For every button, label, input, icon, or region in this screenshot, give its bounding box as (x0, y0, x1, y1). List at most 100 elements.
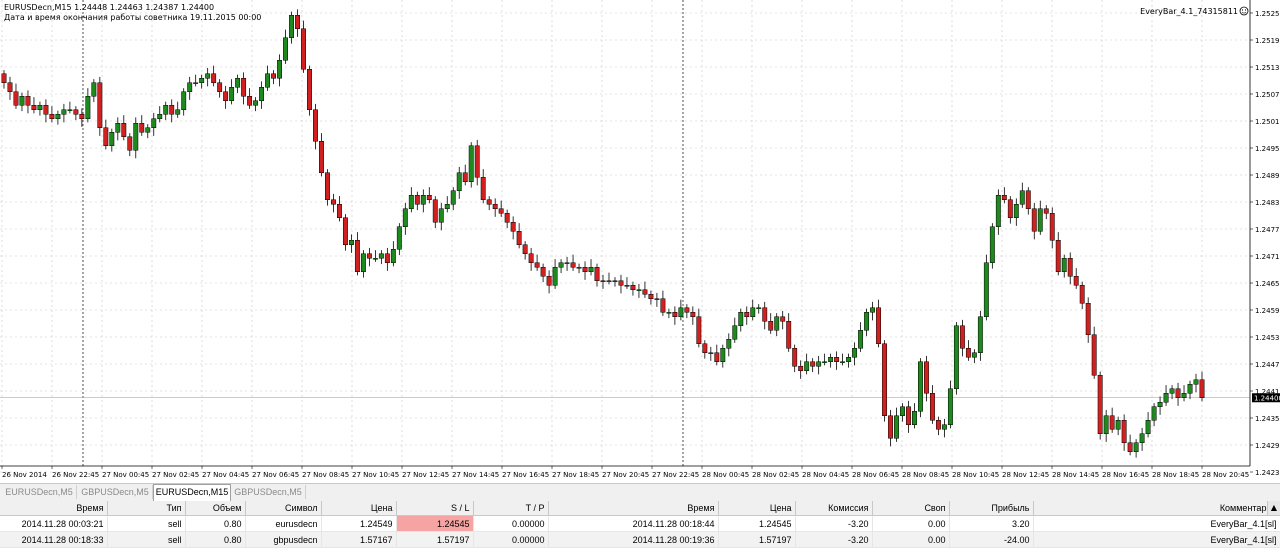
candle (390, 241, 396, 267)
col-close-price[interactable]: Цена (718, 501, 796, 516)
price-tick-label: 1.25255 (1255, 10, 1280, 18)
chart-title: EURUSDecn,M15 1.24448 1.24463 1.24387 1.… (4, 3, 214, 12)
candle (528, 247, 534, 271)
candle (774, 313, 780, 337)
cell-close-price: 1.57197 (718, 531, 796, 548)
col-symbol[interactable]: Символ (245, 501, 322, 516)
candle (588, 259, 594, 276)
tab-gbpusd-m5[interactable]: GBPUSDecn,M5 (78, 485, 153, 499)
candle (19, 92, 25, 112)
candle (912, 403, 917, 429)
cell-swap: 0.00 (872, 531, 950, 548)
candle (1133, 439, 1139, 458)
candle (492, 198, 498, 217)
candle (708, 346, 714, 361)
expert-advisor-label[interactable]: EveryBar_4.1_74315811 (1140, 7, 1238, 16)
cell-stop-loss: 1.24545 (396, 515, 474, 532)
table-row[interactable]: 2014.11.28 00:03:21 sell 0.80 eurusdecn … (0, 515, 1280, 532)
candle (504, 209, 510, 229)
cell-open-price: 1.57167 (321, 531, 397, 548)
candle (1031, 202, 1037, 240)
candle (1163, 385, 1169, 406)
scroll-up-icon[interactable]: ▲ (1267, 501, 1280, 515)
candle (1013, 198, 1019, 226)
candle (193, 74, 199, 87)
candle (259, 81, 265, 109)
candle (319, 133, 324, 177)
price-tick-label: 1.24655 (1255, 280, 1280, 288)
candle (696, 308, 702, 348)
price-tick-label: 1.25075 (1255, 91, 1280, 99)
candle (420, 189, 426, 213)
tab-eurusd-m5[interactable]: EURUSDecn,M5 (2, 485, 77, 499)
smiley-icon[interactable] (1239, 6, 1249, 16)
price-chart[interactable]: 1.25255 1.25195 1.25135 1.25075 1.25015 1.249… (0, 0, 1280, 482)
candle (756, 304, 762, 314)
candle (1103, 409, 1109, 442)
col-take-profit[interactable]: T / P (473, 501, 549, 516)
cell-profit: -24.00 (949, 531, 1034, 548)
tab-gbpusd-m5-2[interactable]: GBPUSDecn,M5 (231, 485, 306, 499)
table-row[interactable]: 2014.11.28 00:18:33 sell 0.80 gbpusdecn … (0, 531, 1280, 548)
time-tick-label: 28 Nov 08:45 (902, 471, 949, 479)
candle (241, 72, 247, 105)
candle (265, 65, 271, 91)
candle (157, 106, 163, 123)
candle (1091, 326, 1097, 379)
price-tick-label: 1.24415 (1255, 388, 1280, 396)
candle (618, 274, 624, 294)
candle (450, 187, 456, 211)
candle (1127, 434, 1133, 456)
current-price-label: 1.24400 (1254, 394, 1280, 402)
cell-close-time: 2014.11.28 00:18:44 (548, 515, 719, 532)
time-tick-label: 28 Nov 04:45 (802, 471, 849, 479)
col-swap[interactable]: Своп (872, 501, 950, 516)
cell-open-time: 2014.11.28 00:03:21 (0, 515, 108, 532)
price-tick-label: 1.25015 (1255, 118, 1280, 126)
col-volume[interactable]: Объем (185, 501, 246, 516)
cell-symbol: eurusdecn (245, 515, 322, 532)
price-tick-label: 1.24355 (1255, 415, 1280, 423)
candle (600, 274, 606, 289)
col-open-price[interactable]: Цена (321, 501, 397, 516)
candle (139, 115, 145, 136)
candle (953, 322, 959, 395)
candle (606, 272, 612, 285)
candle (229, 79, 235, 105)
col-open-time[interactable]: Время (0, 501, 108, 516)
tab-eurusd-m15[interactable]: EURUSDecn,M15 (153, 484, 231, 501)
col-stop-loss[interactable]: S / L (396, 501, 474, 516)
col-comment[interactable]: Комментарий (1033, 501, 1280, 516)
candle (307, 65, 312, 116)
candle (918, 358, 923, 418)
candle (325, 169, 330, 206)
time-tick-label: 28 Nov 20:45 (1202, 471, 1249, 479)
col-commission[interactable]: Комиссия (795, 501, 873, 516)
col-profit[interactable]: Прибыль (949, 501, 1034, 516)
candle (7, 76, 13, 100)
cell-swap: 0.00 (872, 515, 950, 532)
candle (558, 259, 564, 274)
price-tick-label: 1.24295 (1255, 442, 1280, 450)
price-tick-label: 1.24835 (1255, 199, 1280, 207)
col-close-time[interactable]: Время (548, 501, 719, 516)
cell-commission: -3.20 (795, 531, 873, 548)
candle (109, 128, 115, 152)
candle (163, 101, 169, 121)
candle (1193, 373, 1199, 393)
candle (211, 65, 217, 87)
candle (175, 101, 181, 118)
col-type[interactable]: Тип (107, 501, 186, 516)
candle (810, 358, 816, 373)
candle (924, 355, 929, 402)
candle (438, 202, 444, 231)
candle (462, 164, 468, 186)
candle (1097, 371, 1103, 440)
candle (983, 254, 989, 321)
price-tick-label: 1.24895 (1255, 172, 1280, 180)
price-tick-label: 1.24595 (1255, 307, 1280, 315)
cell-open-price: 1.24549 (321, 515, 397, 532)
time-tick-label: 27 Nov 00:45 (102, 471, 149, 479)
candle (971, 349, 977, 364)
candle (660, 290, 666, 316)
